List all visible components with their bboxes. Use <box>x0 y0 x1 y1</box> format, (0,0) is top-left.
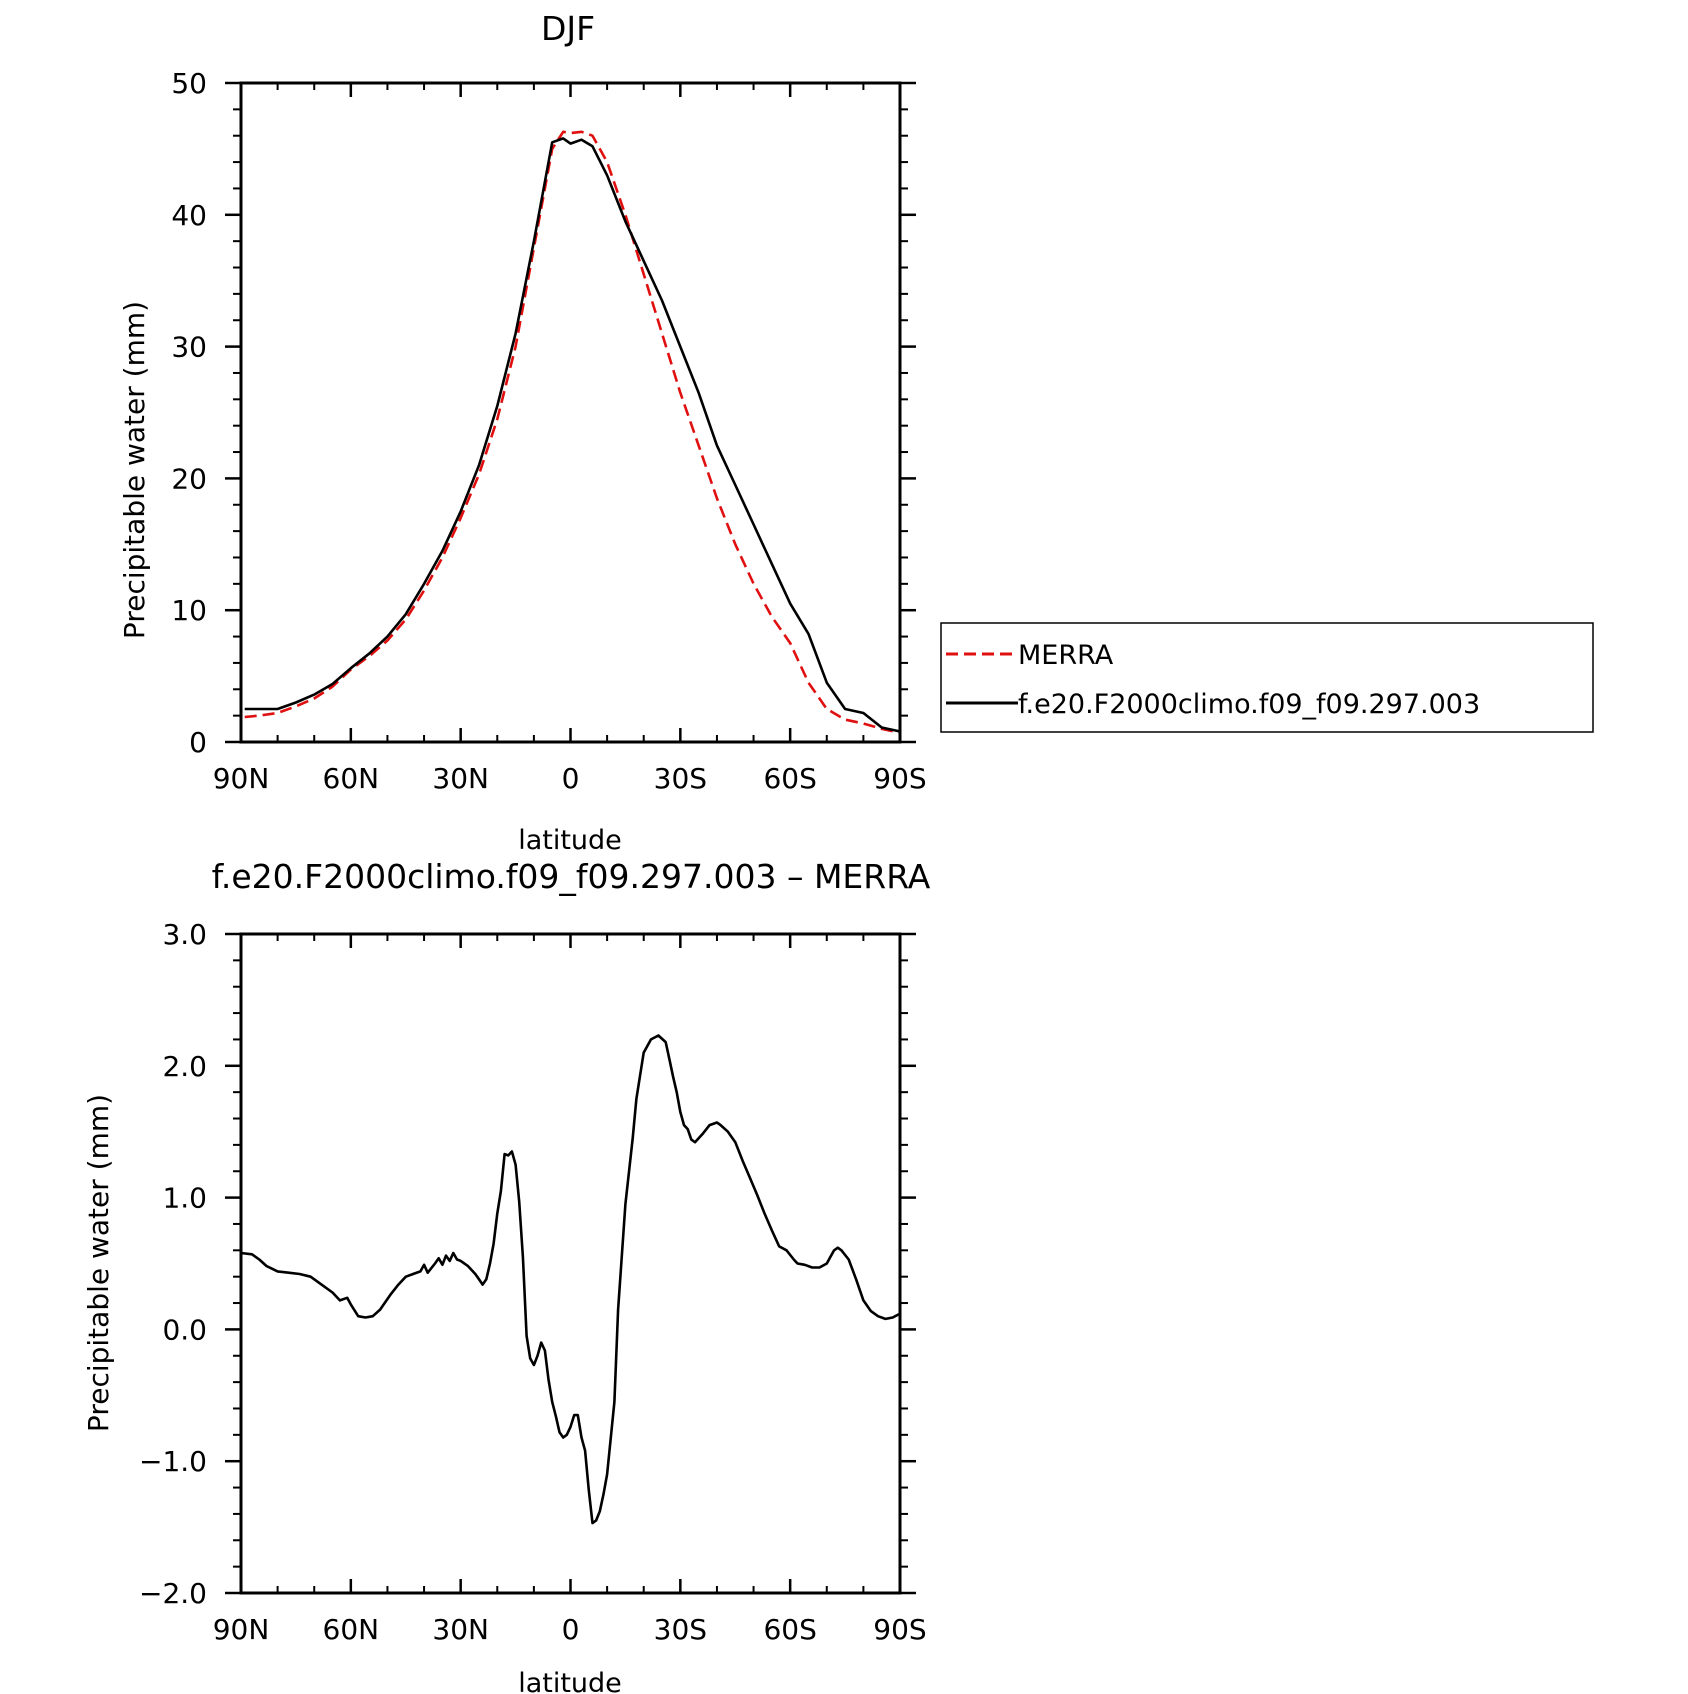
x-tick-label: 30S <box>654 1613 707 1646</box>
y-tick-label: 10 <box>171 594 207 627</box>
y-tick-label: −2.0 <box>139 1577 207 1610</box>
x-tick-label: 0 <box>562 762 580 795</box>
y-tick-label: 0.0 <box>162 1313 207 1346</box>
legend-label-model: f.e20.F2000climo.f09_f09.297.003 <box>1018 689 1480 720</box>
tick-labels: 90N 60N 30N 0 30S 60S 90S 0 10 20 30 40 50 <box>171 67 926 795</box>
series-line-1 <box>244 137 901 733</box>
plot-frame <box>239 81 902 744</box>
x-tick-label: 90S <box>873 762 926 795</box>
plot-frame <box>239 932 902 1595</box>
y-tick-label: 2.0 <box>162 1050 207 1083</box>
y-axis-label: Precipitable water (mm) <box>118 301 151 639</box>
x-tick-label: 30S <box>654 762 707 795</box>
axes-ticks <box>225 932 916 1595</box>
x-tick-label: 30N <box>432 1613 489 1646</box>
x-tick-label: 60S <box>763 1613 816 1646</box>
x-tick-label: 90N <box>213 762 270 795</box>
y-tick-label: 50 <box>171 67 207 100</box>
y-tick-label: −1.0 <box>139 1445 207 1478</box>
x-tick-label: 0 <box>562 1613 580 1646</box>
legend-label-merra: MERRA <box>1018 640 1114 671</box>
y-tick-label: 1.0 <box>162 1182 207 1215</box>
y-tick-label: 30 <box>171 331 207 364</box>
difference-panel: f.e20.F2000climo.f09_f09.297.003 – MERRA… <box>82 857 931 1694</box>
series-line-0 <box>244 130 901 735</box>
tick-labels: 90N 60N 30N 0 30S 60S 90S −2.0 −1.0 0.0 1.0 2.0 3.0 <box>139 918 927 1646</box>
x-axis-label: latitude <box>518 825 622 856</box>
data-series <box>240 1034 901 1525</box>
djf-panel: DJF 90N 60N 30N 0 30S 60S 90S 0 10 20 30 40 50 latit… <box>118 9 1594 856</box>
panel-title: f.e20.F2000climo.f09_f09.297.003 – MERRA <box>212 857 931 896</box>
y-tick-label: 0 <box>189 726 207 759</box>
x-axis-label: latitude <box>518 1668 622 1694</box>
series-line-0 <box>240 1034 901 1525</box>
x-tick-label: 30N <box>432 762 489 795</box>
x-tick-label: 60S <box>763 762 816 795</box>
data-series <box>244 130 901 735</box>
y-axis-label: Precipitable water (mm) <box>82 1094 115 1432</box>
y-tick-label: 20 <box>171 462 207 495</box>
x-tick-label: 90N <box>213 1613 270 1646</box>
panel-title: DJF <box>541 9 595 48</box>
x-tick-label: 90S <box>873 1613 926 1646</box>
legend: MERRA f.e20.F2000climo.f09_f09.297.003 <box>940 622 1594 733</box>
legend-box <box>940 622 1594 733</box>
x-tick-label: 60N <box>323 1613 380 1646</box>
x-tick-label: 60N <box>323 762 380 795</box>
y-tick-label: 40 <box>171 199 207 232</box>
y-tick-label: 3.0 <box>162 918 207 951</box>
